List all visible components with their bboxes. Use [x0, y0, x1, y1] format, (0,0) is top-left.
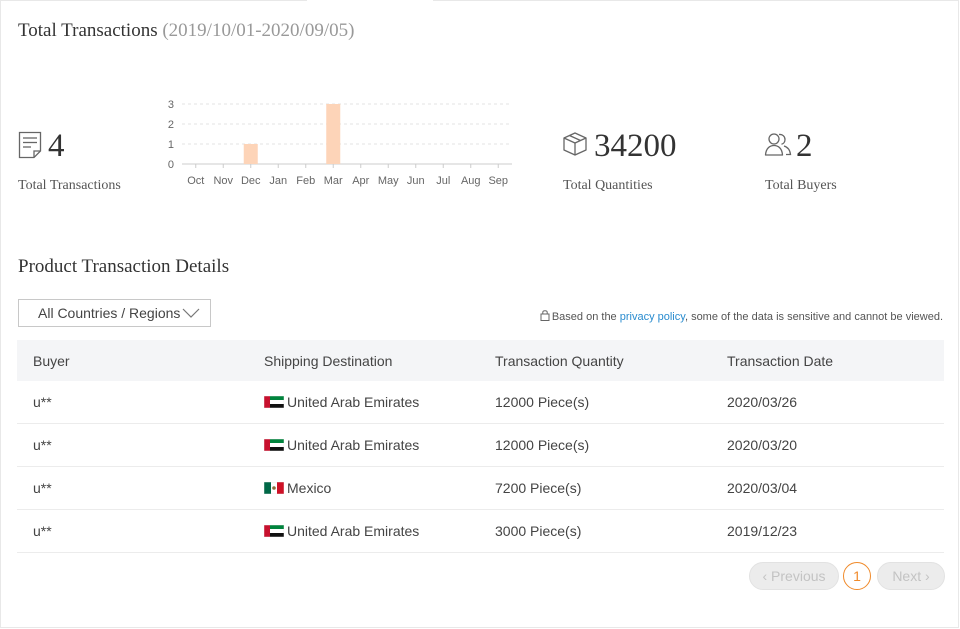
region-select-value: All Countries / Regions — [38, 305, 181, 321]
uae-flag-icon — [264, 396, 284, 408]
uae-flag-icon — [264, 439, 284, 451]
date-cell: 2020/03/20 — [727, 437, 798, 453]
document-icon — [18, 131, 42, 159]
active-tab-indicator — [307, 0, 433, 2]
y-tick-label: 3 — [168, 99, 174, 111]
destination-cell: United Arab Emirates — [264, 523, 419, 539]
column-header-buyer: Buyer — [33, 353, 70, 369]
quantity-cell: 12000 Piece(s) — [495, 437, 590, 453]
table-row: u** United Arab Emirates 12000 Piece(s) … — [17, 424, 944, 467]
x-tick-label: Oct — [187, 175, 204, 187]
destination-text: United Arab Emirates — [287, 437, 420, 453]
total-quantities-label: Total Quantities — [563, 178, 653, 193]
x-tick-label: Apr — [352, 175, 369, 187]
table-row: u** United Arab Emirates 3000 Piece(s) 2… — [17, 510, 944, 553]
x-tick-label: Sep — [488, 175, 508, 187]
x-tick-label: Feb — [296, 175, 315, 187]
total-buyers-value: 2 — [796, 128, 813, 164]
quantity-cell: 7200 Piece(s) — [495, 480, 582, 496]
date-cell: 2019/12/23 — [727, 523, 798, 539]
column-header-quantity: Transaction Quantity — [495, 353, 624, 369]
destination-text: United Arab Emirates — [287, 523, 420, 539]
region-select[interactable]: All Countries / Regions — [18, 299, 211, 327]
chevron-left-icon: ‹ — [762, 568, 768, 584]
monthly-transactions-chart: 0 1 2 3 Oct Nov Dec Jan Feb Mar Apr May Jun Jul Aug Sep — [168, 99, 512, 187]
users-icon — [764, 133, 792, 156]
previous-page-button[interactable]: ‹ Previous — [749, 562, 839, 590]
bar — [243, 144, 258, 164]
table-row: u** United Arab Emirates 12000 Piece(s) … — [17, 381, 944, 424]
table-row: u** Mexico 7200 Piece(s) 2020/03/04 — [17, 467, 944, 510]
x-tick-label: Mar — [324, 175, 343, 187]
destination-text: Mexico — [287, 480, 332, 496]
privacy-policy-link[interactable]: privacy policy — [619, 311, 685, 323]
privacy-prefix: Based on the — [551, 311, 620, 323]
previous-label: Previous — [771, 568, 826, 584]
buyer-cell: u** — [33, 437, 52, 453]
y-tick-label: 2 — [168, 119, 174, 131]
x-tick-label: Jun — [407, 175, 425, 187]
next-label: Next — [892, 568, 922, 584]
date-cell: 2020/03/26 — [727, 394, 798, 410]
date-range: (2019/10/01-2020/09/05) — [162, 20, 355, 41]
chevron-right-icon: › — [925, 568, 930, 584]
transactions-table: Buyer Shipping Destination Transaction Q… — [17, 340, 944, 553]
next-page-button[interactable]: Next › — [877, 562, 945, 590]
page-number-button[interactable]: 1 — [843, 562, 871, 590]
section-title: Product Transaction Details — [18, 256, 230, 277]
x-tick-label: Aug — [461, 175, 481, 187]
x-tick-label: Jan — [269, 175, 287, 187]
quantity-cell: 3000 Piece(s) — [495, 523, 582, 539]
privacy-suffix: , some of the data is sensitive and cann… — [684, 311, 943, 323]
buyer-cell: u** — [33, 394, 52, 410]
y-tick-label: 1 — [168, 139, 174, 151]
title-text: Total Transactions — [18, 20, 158, 41]
buyer-cell: u** — [33, 523, 52, 539]
total-transactions-value: 4 — [48, 128, 65, 164]
uae-flag-icon — [264, 525, 284, 537]
bar — [326, 104, 341, 164]
box-icon — [563, 132, 587, 156]
page-title: Total Transactions (2019/10/01-2020/09/0… — [18, 20, 354, 42]
total-transactions-label: Total Transactions — [18, 178, 121, 193]
quantity-cell: 12000 Piece(s) — [495, 394, 590, 410]
x-tick-label: Jul — [436, 175, 450, 187]
destination-cell: Mexico — [264, 480, 331, 496]
destination-cell: United Arab Emirates — [264, 437, 419, 453]
total-quantities-value: 34200 — [594, 128, 677, 164]
date-cell: 2020/03/04 — [727, 480, 798, 496]
total-buyers-label: Total Buyers — [765, 178, 837, 193]
lock-icon — [540, 310, 550, 321]
y-tick-label: 0 — [168, 159, 174, 171]
buyer-cell: u** — [33, 480, 52, 496]
table-header: Buyer Shipping Destination Transaction Q… — [17, 340, 944, 381]
x-tick-label: May — [378, 175, 399, 187]
destination-cell: United Arab Emirates — [264, 394, 419, 410]
x-tick-label: Nov — [213, 175, 233, 187]
column-header-date: Transaction Date — [727, 353, 834, 369]
chevron-down-icon — [182, 308, 200, 318]
x-tick-label: Dec — [241, 175, 261, 187]
column-header-destination: Shipping Destination — [264, 353, 393, 369]
privacy-notice: Based on the privacy policy, some of the… — [540, 309, 943, 323]
mexico-flag-icon — [264, 482, 284, 494]
destination-text: United Arab Emirates — [287, 394, 420, 410]
